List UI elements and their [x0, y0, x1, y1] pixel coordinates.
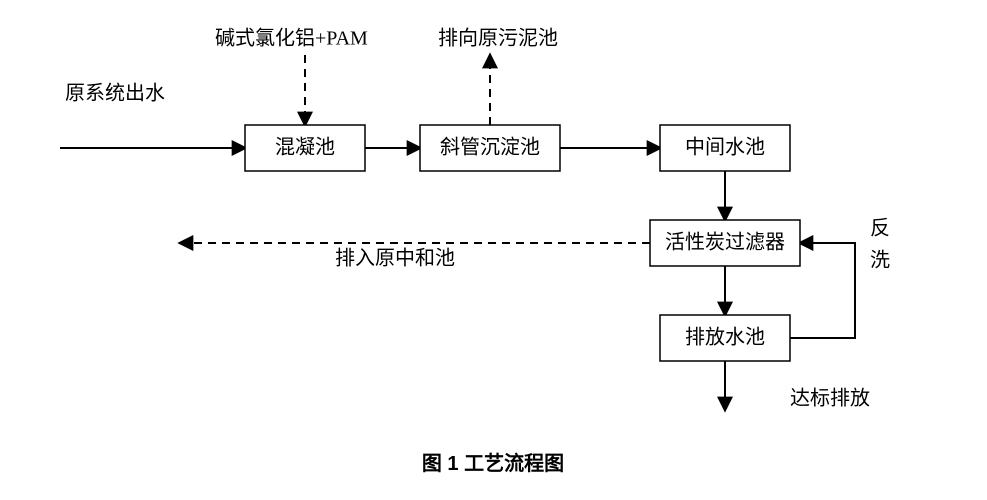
- label-l_neut: 排入原中和池: [335, 247, 455, 270]
- node-n2: 斜管沉淀池: [420, 125, 560, 171]
- figure-caption: 图 1 工艺流程图: [422, 451, 564, 475]
- label-l_bw2: 洗: [870, 249, 890, 272]
- node-n3: 中间水池: [660, 125, 790, 171]
- node-label: 混凝池: [275, 136, 335, 159]
- label-l_bw1: 反: [870, 217, 890, 240]
- label-l_out: 达标排放: [790, 387, 870, 410]
- node-label: 排放水池: [685, 326, 765, 349]
- node-label: 斜管沉淀池: [440, 136, 540, 159]
- node-label: 活性炭过滤器: [665, 231, 785, 254]
- node-n5: 排放水池: [660, 315, 790, 361]
- label-l_in: 原系统出水: [65, 82, 165, 105]
- label-l_sludge: 排向原污泥池: [438, 27, 558, 50]
- node-n1: 混凝池: [245, 125, 365, 171]
- node-n4: 活性炭过滤器: [650, 220, 800, 266]
- flowchart-canvas: 混凝池 斜管沉淀池 中间水池活性炭过滤器排放水池 原系统出水 碱式氯化铝+PAM 排向原…: [0, 0, 987, 500]
- label-l_add: 碱式氯化铝+PAM: [215, 27, 368, 50]
- node-label: 中间水池: [685, 136, 765, 159]
